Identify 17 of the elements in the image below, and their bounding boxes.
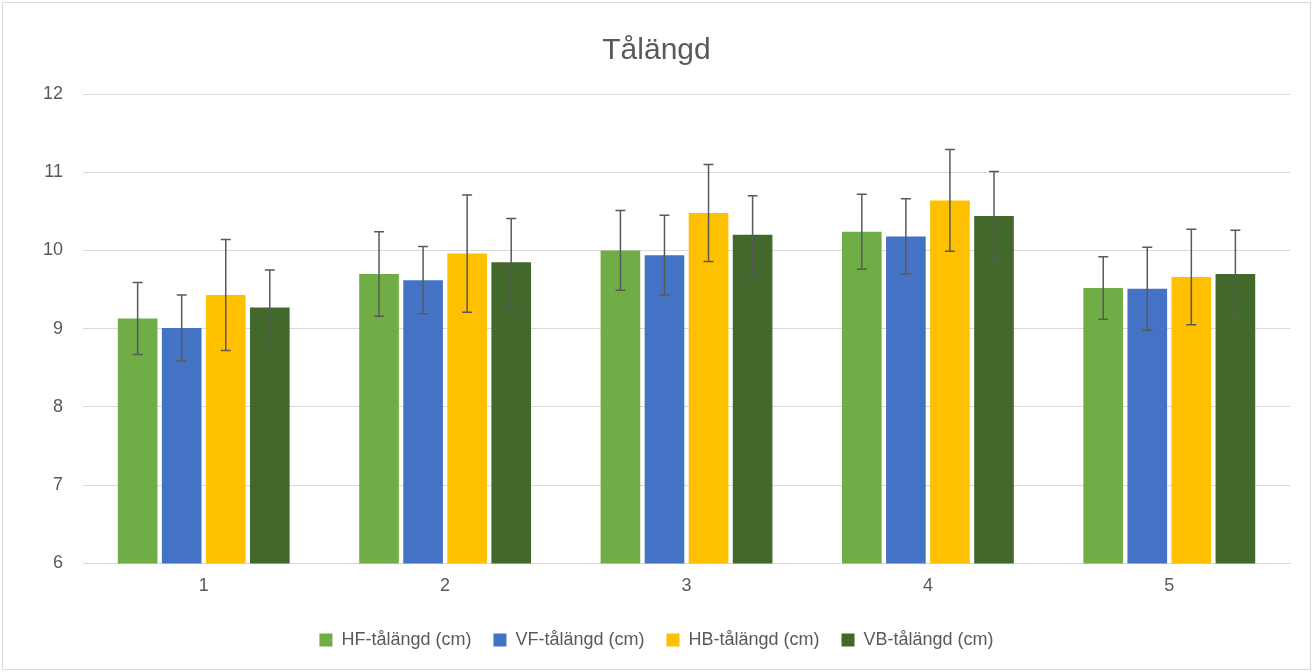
x-tick-label: 4 [922,575,933,596]
y-tick-label: 10 [42,239,64,260]
y-tick-label: 11 [44,161,64,182]
y-tick-label: 7 [53,474,64,495]
legend-label: HB-tålängd (cm) [688,628,820,649]
y-tick-label: 9 [53,317,64,338]
x-tick-label: 1 [198,575,209,596]
x-tick-label: 2 [440,575,451,596]
legend-label: HF-tålängd (cm) [341,628,472,649]
y-tick-label: 8 [53,395,64,416]
legend-label: VB-tålängd (cm) [863,628,994,649]
y-tick-label: 6 [53,552,64,573]
x-tick-label: 5 [1164,575,1175,596]
y-tick-label: 12 [42,82,64,103]
legend-label: VF-tålängd (cm) [515,628,645,649]
x-tick-label: 3 [681,575,692,596]
chart-title: Tålängd [602,32,711,66]
